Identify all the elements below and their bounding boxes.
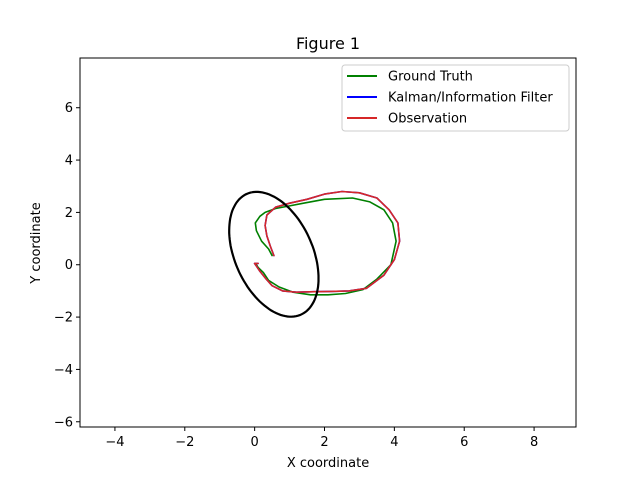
- x-axis-ticks: −4 −2 0 2 4 6 8: [105, 427, 538, 450]
- y-tick-label: 2: [65, 206, 73, 221]
- y-tick-label: −6: [54, 415, 73, 430]
- x-tick-label: −4: [105, 435, 124, 450]
- legend-label-2: Observation: [388, 112, 467, 127]
- series-line-0: [254, 197, 397, 296]
- series-line-2: [253, 190, 401, 294]
- y-tick-label: 6: [65, 101, 73, 116]
- x-tick-label: 2: [320, 435, 328, 450]
- y-tick-label: −2: [54, 311, 73, 326]
- y-tick-label: −4: [54, 363, 73, 378]
- y-tick-label: 4: [65, 154, 73, 169]
- x-tick-label: 8: [530, 435, 538, 450]
- legend: Ground Truth Kalman/Information Filter Obs…: [341, 64, 570, 132]
- chart-title: Figure 1: [296, 34, 360, 53]
- x-tick-label: 4: [390, 435, 398, 450]
- legend-box: [341, 64, 570, 132]
- y-axis-ticks: −6 −4 −2 0 2 4 6: [54, 101, 80, 430]
- x-tick-label: −2: [175, 435, 194, 450]
- y-axis-label: Y coordinate: [29, 202, 44, 284]
- series-layer: [253, 190, 401, 296]
- x-tick-label: 0: [251, 435, 259, 450]
- x-tick-label: 6: [460, 435, 468, 450]
- y-tick-label: 0: [65, 258, 73, 273]
- ellipse-layer: [228, 190, 320, 318]
- uncertainty-ellipse: [228, 190, 320, 318]
- legend-label-0: Ground Truth: [388, 70, 473, 85]
- legend-label-1: Kalman/Information Filter: [388, 91, 553, 106]
- x-axis-label: X coordinate: [287, 456, 369, 471]
